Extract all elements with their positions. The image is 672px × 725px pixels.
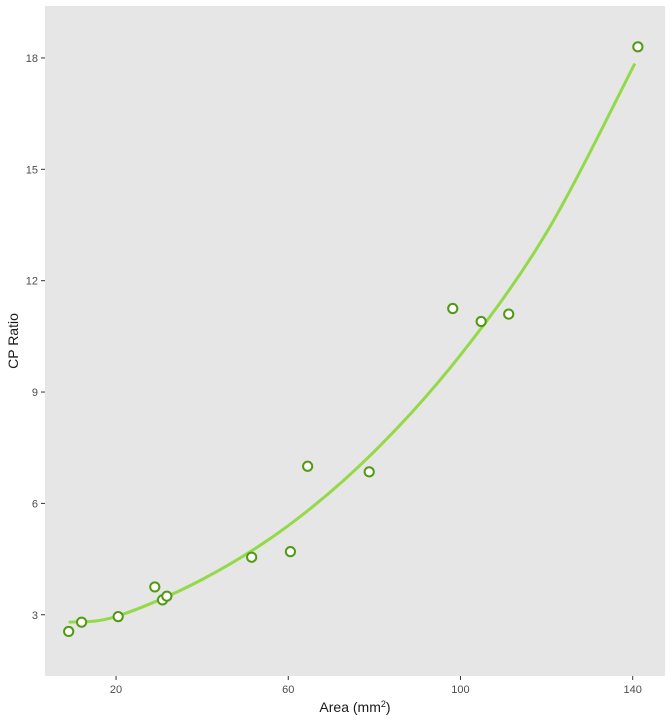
y-tick-label: 9 bbox=[32, 387, 38, 399]
plot-panel bbox=[45, 6, 665, 676]
data-point bbox=[149, 581, 161, 593]
data-point bbox=[447, 302, 459, 315]
x-axis-title-main: Area (mm bbox=[319, 699, 380, 715]
data-point bbox=[302, 460, 314, 472]
y-tick-label: 18 bbox=[26, 53, 38, 65]
data-point bbox=[246, 551, 258, 563]
fit-curve bbox=[68, 62, 637, 624]
data-point bbox=[503, 308, 515, 320]
x-tick-label: 100 bbox=[451, 684, 469, 696]
data-point bbox=[112, 611, 124, 623]
y-tick-label: 12 bbox=[26, 276, 38, 288]
data-point bbox=[632, 41, 644, 53]
y-tick-label: 15 bbox=[26, 164, 38, 176]
y-axis-title: CP Ratio bbox=[5, 313, 21, 369]
x-tick-label: 20 bbox=[110, 684, 122, 696]
y-axis: 3 6 9 12 15 18 bbox=[26, 53, 45, 622]
x-axis-title-suffix: ) bbox=[386, 699, 391, 715]
data-point bbox=[475, 315, 487, 328]
data-point bbox=[161, 590, 173, 602]
y-tick-label: 3 bbox=[32, 610, 38, 622]
data-point bbox=[75, 616, 88, 628]
x-axis: 20 60 100 140 bbox=[110, 676, 642, 696]
x-tick-label: 60 bbox=[282, 684, 294, 696]
data-points bbox=[63, 41, 644, 638]
x-tick-label: 140 bbox=[624, 684, 642, 696]
y-tick-label: 6 bbox=[32, 498, 38, 510]
x-axis-title-superscript: 2 bbox=[381, 699, 386, 709]
data-point bbox=[284, 546, 297, 558]
x-axis-title: Area (mm2) bbox=[319, 699, 390, 715]
data-point bbox=[63, 625, 75, 638]
data-point bbox=[363, 466, 375, 478]
